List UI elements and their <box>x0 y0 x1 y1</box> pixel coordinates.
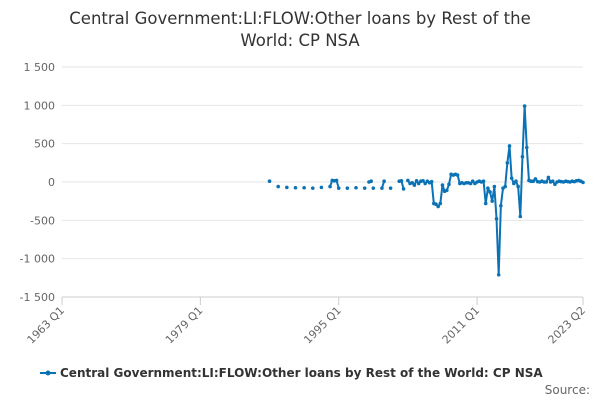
data-point-16-37 <box>486 186 490 190</box>
data-point-16-5 <box>416 181 421 186</box>
y-axis: 1 500 1 000 500 0 -500 -1 000 -1 500 <box>20 61 55 304</box>
data-point-3-0 <box>293 185 298 190</box>
data-point-16-29 <box>468 181 473 186</box>
data-point-16-42 <box>496 272 501 277</box>
data-point-15-1 <box>399 179 404 183</box>
data-point-16-51 <box>516 184 520 189</box>
x-tick-label-0: 1963 Q1 <box>25 304 68 347</box>
y-tick-label-2: 500 <box>34 138 55 151</box>
data-point-7-4 <box>336 186 341 190</box>
y-tick-label-3: 0 <box>48 176 55 189</box>
data-point-13-1 <box>382 179 386 184</box>
legend-swatch-marker <box>45 370 51 376</box>
data-point-14-0 <box>388 186 393 190</box>
data-point-16-50 <box>514 179 518 184</box>
data-point-16-39 <box>490 199 495 203</box>
data-point-16-36 <box>483 201 488 206</box>
y-tick-label-6: -1 500 <box>20 291 55 304</box>
data-point-16-65 <box>546 175 551 180</box>
x-axis: 1963 Q1 1979 Q1 1995 Q1 2011 Q1 2023 Q2 <box>25 296 589 347</box>
plot-area <box>267 104 585 277</box>
data-point-16-59 <box>533 177 538 181</box>
data-point-16-11 <box>429 179 434 184</box>
data-point-6-0 <box>319 185 324 190</box>
data-point-16-40 <box>492 184 497 189</box>
data-point-16-53 <box>520 154 525 159</box>
data-point-16-13 <box>434 202 438 207</box>
y-tick-label-1: 1 000 <box>24 99 56 112</box>
data-point-16-19 <box>447 182 451 187</box>
data-point-13-0 <box>380 186 384 190</box>
data-point-11-1 <box>369 179 373 184</box>
data-point-4-0 <box>302 185 306 190</box>
y-tick-label-5: -1 000 <box>20 253 55 266</box>
x-tick-label-1: 1979 Q1 <box>163 304 206 347</box>
data-point-16-67 <box>550 179 555 184</box>
data-point-16-54 <box>522 104 527 108</box>
data-point-16-16 <box>440 183 445 187</box>
y-tick-label-0: 1 500 <box>24 61 56 74</box>
data-point-8-0 <box>345 186 350 190</box>
data-point-16-38 <box>488 190 492 194</box>
data-point-16-46 <box>505 161 510 165</box>
data-point-16-3 <box>412 183 417 187</box>
data-point-7-0 <box>328 184 332 189</box>
data-point-16-18 <box>445 188 449 193</box>
legend[interactable]: Central Government:LI:FLOW:Other loans b… <box>40 366 543 380</box>
data-point-16-4 <box>414 179 419 183</box>
data-point-16-81 <box>581 180 585 185</box>
data-point-1-0 <box>276 184 280 189</box>
series-line-16 <box>407 105 584 276</box>
data-point-16-0 <box>406 178 410 183</box>
data-point-16-68 <box>553 182 557 187</box>
data-point-2-0 <box>285 185 289 190</box>
data-point-16-45 <box>503 184 507 189</box>
data-point-16-55 <box>524 145 529 150</box>
data-point-16-2 <box>410 180 415 185</box>
x-tick-label-4: 2023 Q2 <box>546 304 589 347</box>
x-tick-label-2: 1995 Q1 <box>301 304 344 347</box>
data-point-16-35 <box>481 179 486 184</box>
data-point-0-0 <box>267 179 272 184</box>
data-point-16-7 <box>421 179 425 183</box>
data-point-15-2 <box>401 187 406 191</box>
data-point-10-0 <box>362 186 367 190</box>
data-point-16-64 <box>544 180 549 184</box>
chart-title-line-1: Central Government:LI:FLOW:Other loans b… <box>69 9 530 28</box>
data-point-5-0 <box>310 186 315 190</box>
data-point-16-23 <box>455 173 460 177</box>
data-point-16-30 <box>470 179 475 184</box>
legend-label: Central Government:LI:FLOW:Other loans b… <box>60 366 543 380</box>
data-point-16-48 <box>509 176 514 180</box>
data-point-9-0 <box>354 185 358 190</box>
x-tick-label-3: 2011 Q1 <box>440 304 483 347</box>
data-point-16-49 <box>512 181 516 186</box>
data-point-16-14 <box>436 204 440 209</box>
data-point-12-0 <box>371 186 376 190</box>
y-tick-label-4: -500 <box>30 214 55 227</box>
data-point-16-41 <box>494 217 499 221</box>
data-point-7-3 <box>334 178 339 183</box>
data-point-16-43 <box>499 203 503 208</box>
source-label: Source: <box>545 383 590 397</box>
data-point-16-58 <box>531 179 536 184</box>
data-point-16-8 <box>423 181 427 186</box>
data-point-16-15 <box>438 201 443 206</box>
chart-title-line-2: World: CP NSA <box>240 31 360 50</box>
data-point-16-52 <box>518 214 523 219</box>
data-point-16-47 <box>507 144 512 148</box>
